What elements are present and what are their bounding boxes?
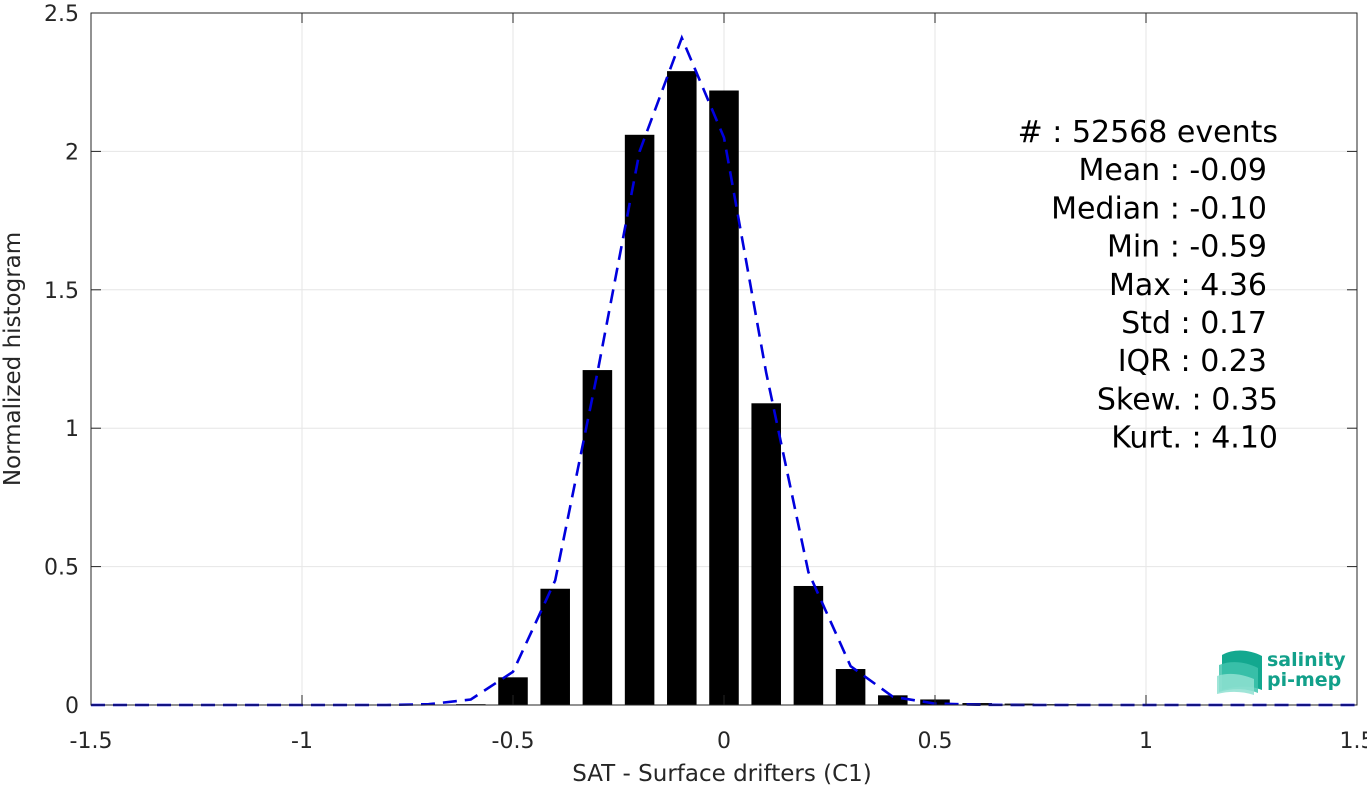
salinity-pi-mep-logo: salinity pi-mep: [1217, 649, 1346, 695]
histogram-bar-2: [540, 588, 570, 705]
axis-ticks: [90, 12, 1358, 706]
y-tick-label-3: 1.5: [44, 279, 79, 304]
stat-line-3: Min : -0.59: [1107, 230, 1267, 265]
stat-line-8: Kurt. : 4.10: [1111, 421, 1278, 456]
y-axis-label: Normalized histogram: [0, 232, 26, 486]
stat-line-2: Median : -0.10: [1051, 191, 1267, 226]
y-tick-labels: 0 0.5 1 1.5 2 2.5: [44, 2, 79, 719]
x-tick-label-0: -1.5: [70, 729, 113, 754]
logo-line2: pi-mep: [1267, 669, 1341, 691]
stat-line-5: Std : 0.17: [1121, 306, 1267, 341]
histogram-bar-8: [793, 585, 824, 705]
stat-line-0: # : 52568 events: [1018, 115, 1278, 150]
y-tick-label-2: 1: [65, 417, 79, 442]
histogram-bar-10: [878, 695, 908, 705]
stat-line-4: Max : 4.36: [1109, 268, 1267, 303]
x-tick-label-3: 0: [717, 729, 731, 754]
logo-waves-icon: [1217, 650, 1262, 695]
y-tick-label-5: 2.5: [44, 2, 79, 27]
y-tick-label-4: 2: [65, 140, 79, 165]
x-tick-labels: -1.5 -1 -0.5 0 0.5 1 1.5: [70, 729, 1367, 754]
histogram-bars: [456, 71, 1077, 706]
histogram-bar-5: [667, 71, 697, 706]
x-tick-label-5: 1: [1139, 729, 1153, 754]
x-axis-label: SAT - Surface drifters (C1): [572, 761, 872, 785]
histogram-bar-9: [835, 669, 866, 705]
y-tick-label-0: 0: [65, 694, 79, 719]
x-tick-label-1: -1: [291, 729, 313, 754]
logo-line1: salinity: [1267, 649, 1346, 671]
y-tick-label-1: 0.5: [44, 556, 79, 581]
histogram-bar-7: [751, 403, 781, 705]
histogram-bar-6: [709, 90, 739, 705]
x-tick-label-4: 0.5: [918, 729, 953, 754]
stat-line-1: Mean : -0.09: [1078, 153, 1267, 188]
x-tick-label-6: 1.5: [1340, 729, 1367, 754]
stat-line-7: Skew. : 0.35: [1097, 382, 1278, 417]
histogram-bar-4: [624, 134, 655, 706]
x-tick-label-2: -0.5: [492, 729, 535, 754]
stat-line-6: IQR : 0.23: [1118, 344, 1267, 379]
